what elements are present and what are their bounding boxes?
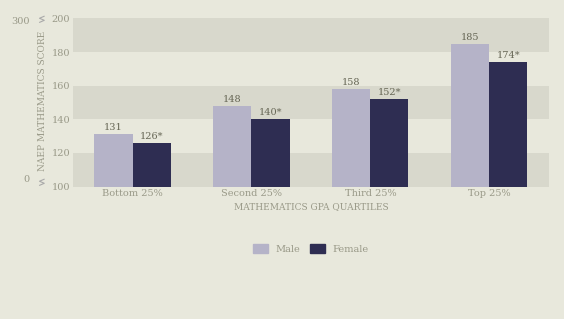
Bar — [490, 62, 527, 187]
Bar — [213, 106, 252, 187]
Text: 185: 185 — [461, 33, 479, 41]
Bar — [73, 119, 549, 153]
Bar — [252, 119, 289, 187]
Text: 126*: 126* — [140, 132, 164, 141]
Bar — [95, 134, 133, 187]
Bar — [332, 89, 371, 187]
Text: 152*: 152* — [378, 88, 401, 97]
X-axis label: MATHEMATICS GPA QUARTILES: MATHEMATICS GPA QUARTILES — [233, 203, 388, 211]
Text: 131: 131 — [104, 123, 123, 132]
Text: 148: 148 — [223, 95, 242, 104]
Bar — [451, 44, 490, 187]
Text: 300: 300 — [11, 17, 30, 26]
Text: 140*: 140* — [259, 108, 282, 117]
Text: 158: 158 — [342, 78, 360, 87]
Y-axis label: NAEP MATHEMATICS SCORE: NAEP MATHEMATICS SCORE — [38, 31, 47, 171]
Bar — [73, 153, 549, 187]
Bar — [133, 143, 170, 187]
Text: 174*: 174* — [496, 51, 520, 60]
Legend: Male, Female: Male, Female — [253, 244, 369, 254]
Bar — [73, 85, 549, 119]
Text: 0: 0 — [24, 175, 30, 184]
Bar — [73, 52, 549, 85]
Bar — [73, 19, 549, 52]
Bar — [73, 15, 549, 19]
Bar — [371, 99, 408, 187]
